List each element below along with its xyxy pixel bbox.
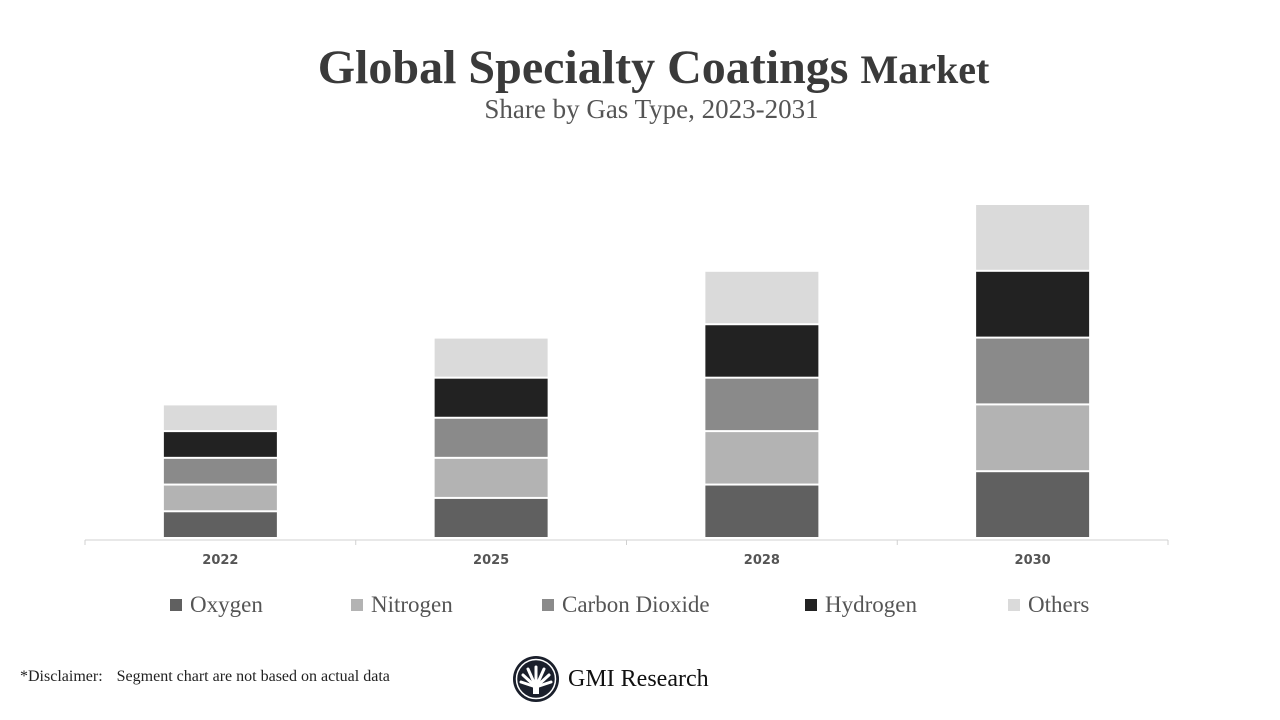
- bar-segment-hydrogen: [434, 378, 548, 417]
- chart-subtitle: Share by Gas Type, 2023-2031: [484, 94, 819, 124]
- legend-swatch: [542, 599, 554, 611]
- legend-item: Carbon Dioxide: [542, 592, 710, 618]
- x-tick-label: 2025: [473, 553, 509, 568]
- legend-label: Carbon Dioxide: [562, 592, 710, 617]
- title-suffix: Market: [860, 47, 990, 92]
- bar-segment-others: [434, 338, 548, 377]
- legend-label: Oxygen: [190, 592, 263, 617]
- legend-swatch: [351, 599, 363, 611]
- disclaimer-label: *Disclaimer:: [20, 668, 103, 685]
- bar-segment-nitrogen: [705, 432, 819, 484]
- bar-segment-nitrogen: [163, 485, 277, 511]
- legend-item: Oxygen: [170, 592, 263, 618]
- bar-segment-oxygen: [976, 472, 1090, 537]
- x-tick-label: 2028: [744, 553, 780, 568]
- legend-item: Hydrogen: [805, 592, 917, 618]
- bar-segment-carbon-dioxide: [163, 458, 277, 484]
- bar-segment-nitrogen: [976, 405, 1090, 471]
- bar-chart: 2022 2025 2028 2030: [84, 205, 1169, 568]
- gmi-logo-icon: [513, 656, 559, 702]
- legend-swatch: [170, 599, 182, 611]
- legend-swatch: [805, 599, 817, 611]
- legend: Oxygen Nitrogen Carbon Dioxide Hydrogen Othe…: [0, 592, 1280, 622]
- title-main: Global Specialty Coatings: [317, 41, 849, 94]
- bar-segment-carbon-dioxide: [434, 418, 548, 457]
- bar-segment-oxygen: [705, 485, 819, 537]
- bar-segment-oxygen: [163, 512, 277, 537]
- disclaimer: *Disclaimer: Segment chart are not based …: [20, 668, 404, 686]
- gmi-logo: GMI Research: [512, 655, 709, 703]
- bar-segment-others: [705, 271, 819, 324]
- bar-segment-hydrogen: [163, 432, 277, 457]
- disclaimer-text: Segment chart are not based on actual da…: [116, 668, 390, 685]
- bar-segment-hydrogen: [705, 325, 819, 377]
- legend-swatch: [1008, 599, 1020, 611]
- legend-label: Nitrogen: [371, 592, 453, 617]
- x-tick-label: 2022: [202, 553, 238, 568]
- legend-label: Hydrogen: [825, 592, 917, 617]
- bar-segment-hydrogen: [976, 271, 1090, 337]
- bar-segment-oxygen: [434, 498, 548, 537]
- bar-segment-others: [163, 405, 277, 431]
- brand-name: GMI Research: [568, 665, 709, 692]
- legend-item: Others: [1008, 592, 1089, 618]
- x-tick-label: 2030: [1015, 553, 1051, 568]
- bar-segment-carbon-dioxide: [976, 338, 1090, 404]
- bar-segment-nitrogen: [434, 458, 548, 497]
- bar-segment-carbon-dioxide: [705, 378, 819, 431]
- legend-label: Others: [1028, 592, 1090, 617]
- bar-segment-others: [976, 205, 1090, 270]
- legend-item: Nitrogen: [351, 592, 453, 618]
- chart-title: Global Specialty Coatings Market: [0, 40, 1280, 95]
